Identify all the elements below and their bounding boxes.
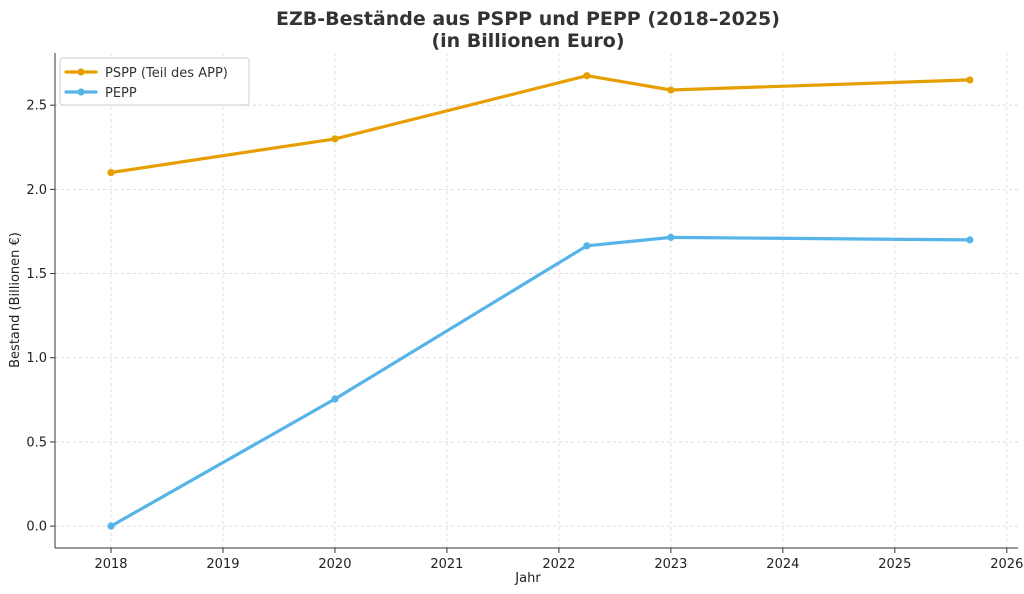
chart-subtitle: (in Billionen Euro)	[431, 30, 624, 52]
y-tick-label: 0.5	[26, 435, 47, 450]
y-tick-label: 2.5	[26, 99, 47, 114]
x-tick-label: 2021	[430, 557, 463, 572]
y-tick-label: 1.5	[26, 267, 47, 282]
data-point-pspp	[331, 135, 339, 143]
legend-label-pspp: PSPP (Teil des APP)	[105, 66, 228, 81]
chart-title: EZB-Bestände aus PSPP und PEPP (2018–202…	[276, 8, 780, 30]
y-tick-label: 2.0	[26, 183, 47, 198]
legend-box	[59, 57, 250, 106]
series	[107, 72, 974, 530]
grid	[55, 53, 1018, 548]
data-point-pepp	[966, 236, 974, 244]
x-tick-label: 2024	[766, 557, 799, 572]
y-tick-label: 1.0	[26, 351, 47, 366]
x-tick-label: 2022	[542, 557, 575, 572]
data-point-pepp	[583, 242, 591, 250]
x-tick-label: 2025	[878, 557, 911, 572]
data-point-pspp	[107, 168, 115, 177]
legend-label-pepp: PEPP	[105, 86, 137, 101]
tick-labels: 2018 2019 2020 2021 2022 2023 2024 2025 2026 0.0 0…	[26, 99, 1023, 572]
y-tick-label: 0.0	[26, 520, 47, 535]
data-point-pepp	[667, 233, 675, 241]
legend: PSPP (Teil des APP) PEPP	[59, 57, 250, 106]
x-axis-label: Jahr	[514, 571, 541, 586]
x-tick-label: 2026	[990, 557, 1023, 572]
legend-marker-pepp	[77, 88, 85, 96]
x-tick-label: 2018	[94, 557, 127, 572]
x-tick-label: 2019	[206, 557, 239, 572]
y-axis-label: Bestand (Billionen €)	[8, 232, 23, 368]
data-point-pspp	[667, 86, 675, 94]
data-point-pspp	[966, 76, 974, 84]
axes	[50, 53, 1018, 553]
x-tick-label: 2020	[318, 557, 351, 572]
data-point-pepp	[107, 522, 115, 530]
x-tick-label: 2023	[654, 557, 687, 572]
data-point-pepp	[331, 395, 339, 403]
legend-marker-pspp	[77, 68, 85, 76]
data-point-pspp	[583, 72, 591, 80]
